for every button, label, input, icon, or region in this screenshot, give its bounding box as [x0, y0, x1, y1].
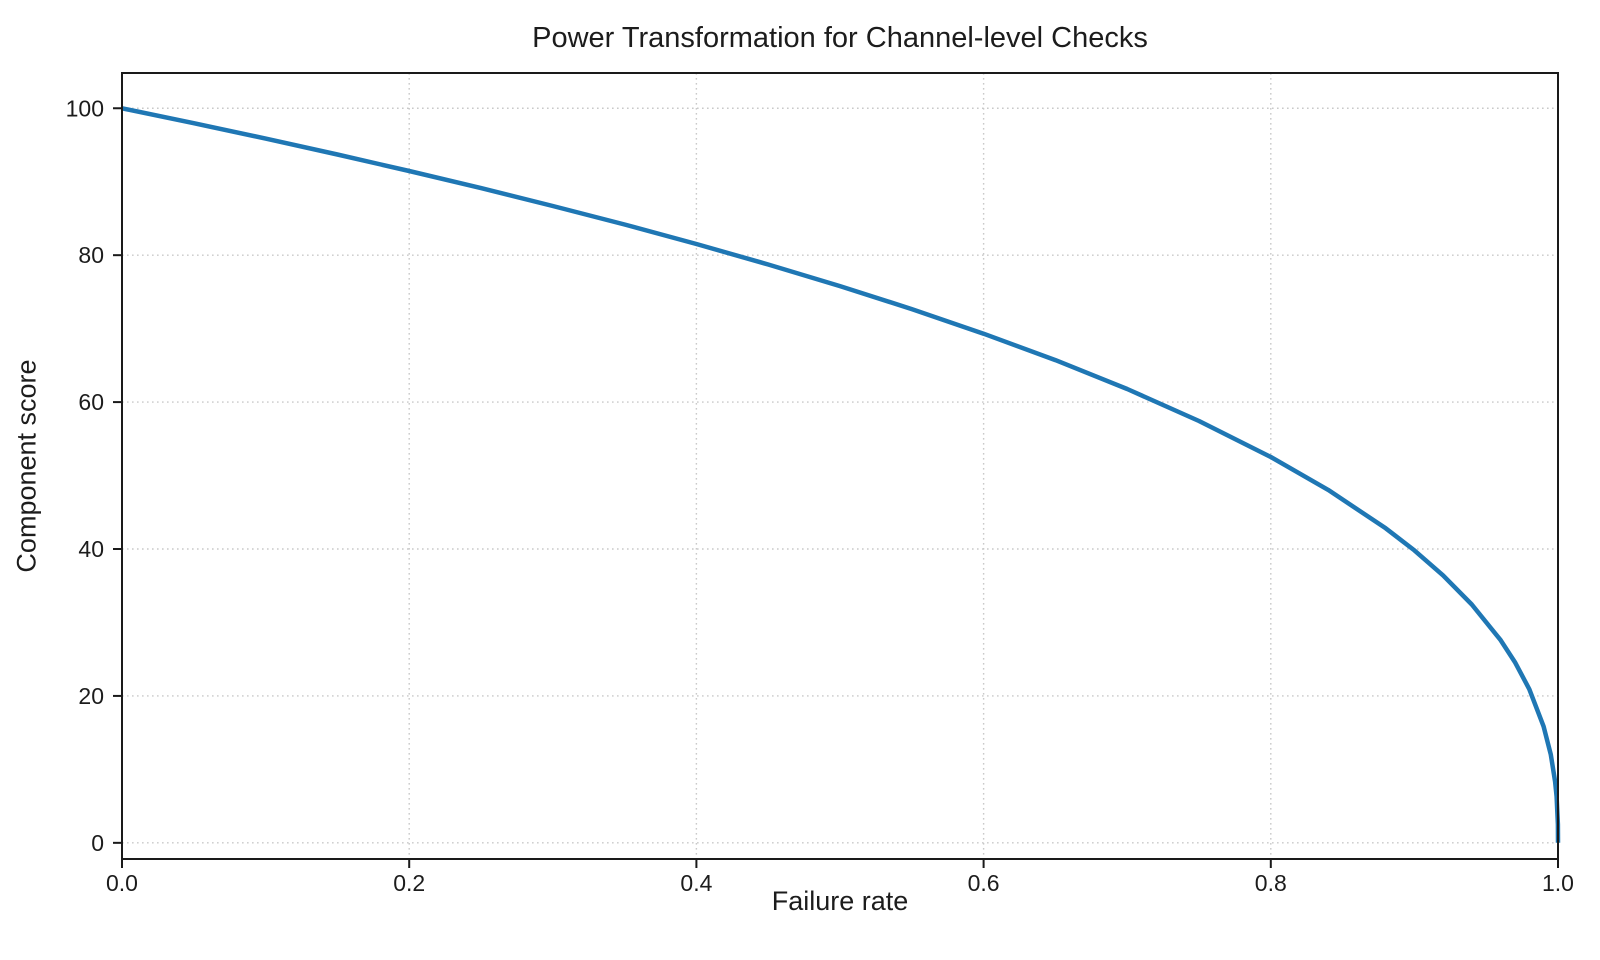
y-tick-label: 60	[78, 389, 104, 415]
x-tick-label: 0.8	[1255, 870, 1287, 896]
x-tick-label: 0.0	[106, 870, 138, 896]
y-tick-label: 80	[78, 242, 104, 268]
y-axis-label: Component score	[11, 359, 42, 573]
y-tick-label: 40	[78, 536, 104, 562]
plot-spines	[121, 72, 1559, 860]
chart-title: Power Transformation for Channel-level C…	[532, 22, 1148, 54]
x-tick-label: 1.0	[1542, 870, 1574, 896]
y-tick-label: 100	[66, 95, 104, 121]
data-line-component-score	[121, 106, 1561, 843]
y-tick-label: 20	[78, 683, 104, 709]
x-axis-label: Failure rate	[771, 886, 909, 916]
y-tick-label: 0	[91, 830, 104, 856]
x-tick-label: 0.4	[680, 870, 712, 896]
x-tick-label: 0.6	[968, 870, 1000, 896]
x-tick-label: 0.2	[393, 870, 425, 896]
